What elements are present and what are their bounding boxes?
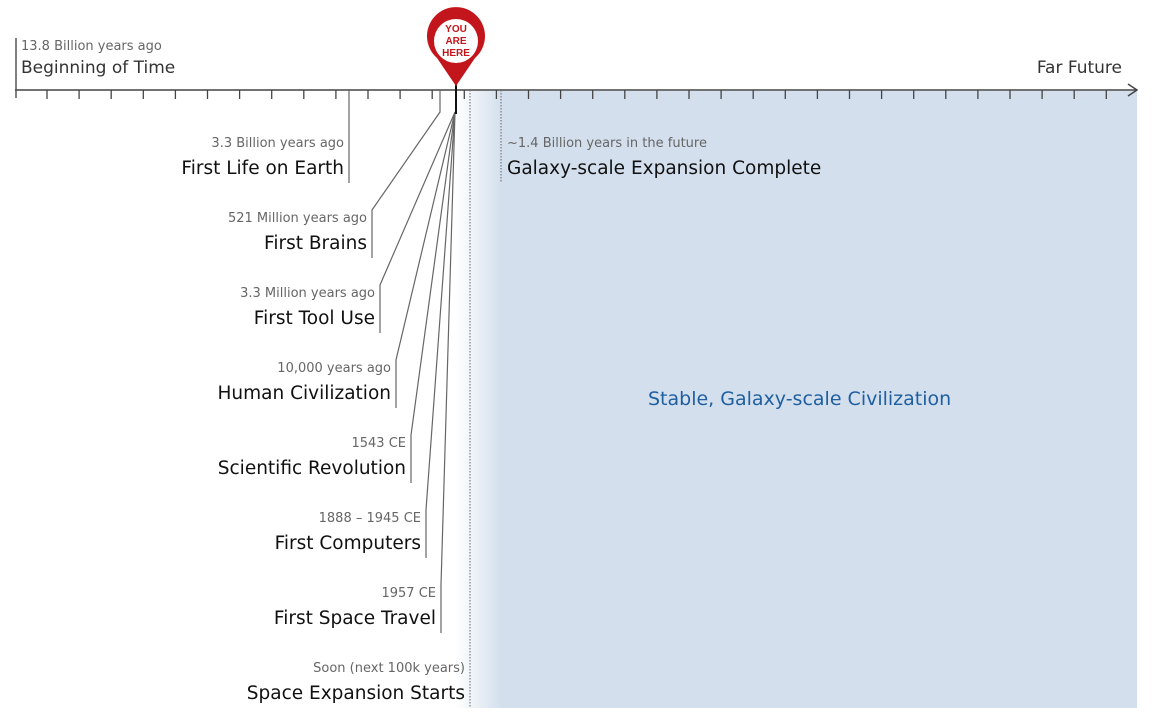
axis-ticks — [46, 90, 1107, 99]
event-title: First Brains — [264, 233, 367, 254]
event-leader-line — [440, 111, 456, 633]
axis-arrow-icon — [1127, 83, 1139, 97]
event-date: 1888 – 1945 CE — [318, 511, 421, 526]
event-title: First Life on Earth — [181, 158, 344, 179]
event-leader-line — [425, 111, 456, 558]
event-date: Soon (next 100k years) — [313, 661, 465, 676]
event-leader-line — [395, 111, 456, 408]
event-date: 1957 CE — [381, 586, 436, 601]
event-date: 3.3 Billion years ago — [211, 136, 344, 151]
future-region-label: Stable, Galaxy-scale Civilization — [648, 388, 952, 410]
event-leader-line — [379, 111, 456, 333]
pin-text-2: ARE — [445, 36, 466, 47]
event-title: First Tool Use — [253, 308, 375, 329]
event-leader-line — [410, 111, 456, 483]
future-event-date: ~1.4 Billion years in the future — [507, 136, 707, 151]
event-date: 1543 CE — [351, 436, 406, 451]
future-region — [501, 91, 1137, 708]
event-date: 10,000 years ago — [277, 361, 391, 376]
start-title: Beginning of Time — [21, 58, 176, 78]
event-date: 3.3 Million years ago — [240, 286, 375, 301]
event-title: Human Civilization — [217, 383, 391, 404]
event-title: First Computers — [274, 533, 421, 554]
pin-text-1: YOU — [445, 24, 467, 35]
event-title: First Space Travel — [273, 608, 436, 629]
future-region-fade — [456, 91, 502, 708]
event-title: Space Expansion Starts — [246, 683, 465, 704]
you-are-here-pin-icon: YOU ARE HERE — [427, 7, 486, 86]
end-title: Far Future — [1036, 58, 1122, 78]
start-date: 13.8 Billion years ago — [21, 39, 162, 54]
pin-text-3: HERE — [442, 48, 470, 59]
event-leader-line — [371, 90, 441, 258]
future-event-title: Galaxy-scale Expansion Complete — [507, 158, 822, 179]
event-date: 521 Million years ago — [227, 211, 367, 226]
event-title: Scientific Revolution — [217, 458, 406, 479]
